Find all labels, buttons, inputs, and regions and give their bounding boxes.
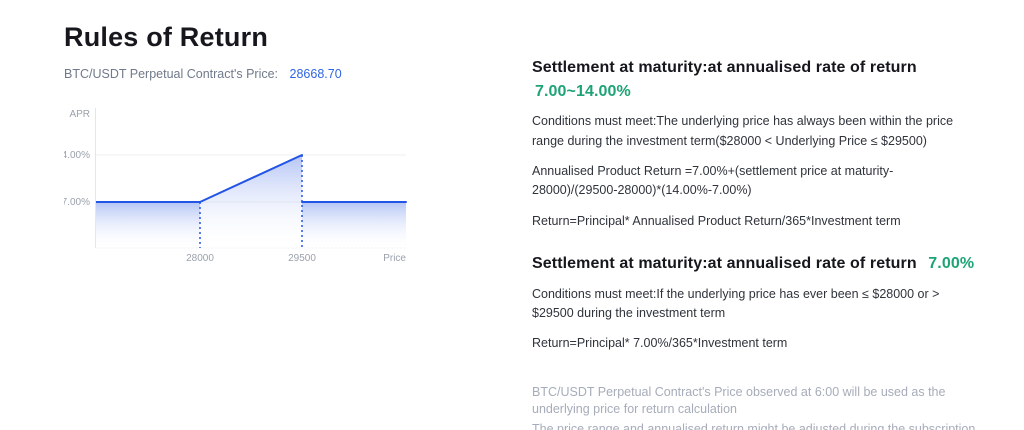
conditions-out-of-range-text: Conditions must meet:If the underlying p… [532, 286, 940, 321]
return-formula-in-range: Return=Principal* Annualised Product Ret… [532, 213, 901, 228]
rate-flat-value: 7.00% [928, 255, 975, 273]
conditions-in-range-text: Conditions must meet:The underlying pric… [532, 114, 954, 148]
y-tick-7-percent: 7.00% [64, 197, 90, 208]
y-axis-title: APR [69, 109, 90, 120]
annualised-return-formula: Annualised Product Return =7.00%+(settle… [532, 163, 894, 198]
footnote-adjustment-notice: The price range and annualised return mi… [532, 421, 976, 430]
x-tick-28000: 28000 [186, 253, 214, 264]
fill-rising-segment [200, 155, 302, 248]
settlement-out-of-range-heading-text: Settlement at maturity:at annualised rat… [532, 255, 917, 273]
settlement-in-range-heading-text: Settlement at maturity:at annualised rat… [532, 59, 917, 76]
settlement-out-of-range-heading: Settlement at maturity:at annualised rat… [532, 253, 978, 275]
settlement-in-range-heading: Settlement at maturity:at annualised rat… [532, 57, 978, 102]
x-tick-29500: 29500 [288, 253, 316, 264]
settlement-out-of-range-body: Conditions must meet:If the underlying p… [532, 285, 978, 354]
y-tick-14-percent: 14.00% [64, 150, 90, 161]
fill-right-flat-segment [302, 202, 406, 248]
rate-range-value: 7.00~14.00% [535, 82, 631, 100]
contract-price-row: BTC/USDT Perpetual Contract's Price: 286… [64, 67, 494, 81]
settlement-in-range-body: Conditions must meet:The underlying pric… [532, 112, 978, 231]
contract-price-label: BTC/USDT Perpetual Contract's Price: [64, 67, 279, 82]
contract-price-value: 28668.70 [289, 67, 342, 82]
apr-line-left-and-rise [95, 154, 303, 203]
settlement-in-range-section: Settlement at maturity:at annualised rat… [532, 57, 978, 231]
apr-price-chart: APR 14.00% 7.00% 28000 29500 Price [64, 100, 410, 268]
left-column: Rules of Return BTC/USDT Perpetual Contr… [64, 22, 494, 81]
apr-chart-svg: APR 14.00% 7.00% 28000 29500 Price [64, 108, 407, 264]
settlement-rules-column: Settlement at maturity:at annualised rat… [532, 57, 978, 430]
footnote-observation-time: BTC/USDT Perpetual Contract's Price obse… [532, 384, 946, 417]
x-axis-title: Price [383, 253, 406, 264]
footnotes: BTC/USDT Perpetual Contract's Price obse… [532, 384, 978, 430]
return-formula-out-of-range: Return=Principal* 7.00%/365*Investment t… [532, 336, 788, 351]
fill-left-flat-segment [96, 202, 200, 248]
page-title: Rules of Return [64, 22, 269, 52]
settlement-out-of-range-section: Settlement at maturity:at annualised rat… [532, 253, 978, 354]
